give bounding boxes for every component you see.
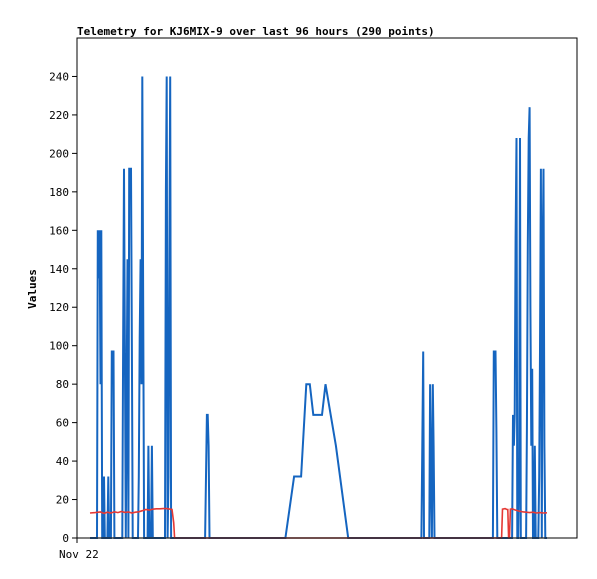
chart-title: Telemetry for KJ6MIX-9 over last 96 hour…: [77, 25, 435, 38]
y-tick-label: 240: [49, 70, 69, 83]
y-axis: 0 20 40 60 80 100 120 140 160 180 200 220 240: [49, 70, 77, 545]
y-tick-label: 160: [49, 224, 69, 237]
y-tick-label: 20: [56, 494, 69, 507]
y-tick-label: 140: [49, 263, 69, 276]
y-tick-label: 220: [49, 109, 69, 122]
series-group: [89, 76, 548, 539]
y-tick-label: 120: [49, 301, 69, 314]
y-tick-label: 0: [62, 532, 69, 545]
y-axis-label: Values: [26, 269, 39, 309]
x-tick-label: Nov 22: [59, 548, 99, 561]
y-tick-label: 200: [49, 147, 69, 160]
y-tick-label: 80: [56, 378, 69, 391]
y-tick-label: 180: [49, 186, 69, 199]
y-tick-label: 40: [56, 455, 69, 468]
x-axis: Nov 22: [59, 538, 99, 561]
y-tick-label: 60: [56, 417, 69, 430]
y-tick-label: 100: [49, 340, 69, 353]
